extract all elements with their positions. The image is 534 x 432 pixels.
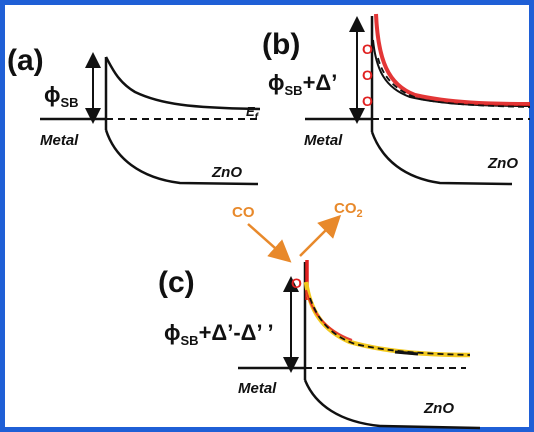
co-in-arrow [247, 223, 292, 263]
panel-a-valence-band [104, 129, 259, 186]
panel-a-ef-label: Ef [246, 104, 260, 123]
panel-b-oxygen-2: O [362, 67, 373, 83]
panel-c-dashed-band [309, 297, 471, 356]
panel-b-oxygen-1: O [362, 41, 373, 57]
panel-a-conduction-band [104, 56, 261, 111]
panel-c-valence-band [303, 379, 481, 430]
gas-reaction: CO CO2 [232, 200, 363, 263]
panel-a-metal-label: Metal [40, 132, 79, 149]
panel-c-phi: ϕSB+Δ’-Δ’ ’ [164, 320, 274, 348]
co2-out-arrow [299, 214, 342, 257]
panel-b-zno-label: ZnO [487, 155, 518, 172]
panel-b-raised-band [374, 13, 531, 106]
co-label: CO [232, 204, 255, 221]
panel-b: (b) ϕSB+Δ’ O O O Metal ZnO [262, 13, 531, 186]
panel-b-oxygen-3: O [362, 93, 373, 109]
panel-c-band-tick [394, 350, 419, 356]
panel-a: (a) ϕSB Ef Metal ZnO [7, 44, 262, 186]
panel-c-oxygen-1: O [291, 275, 302, 291]
panel-c-red-band [305, 289, 353, 341]
panel-b-dashed-band [377, 57, 531, 108]
panel-c-zno-label: ZnO [423, 400, 454, 417]
panel-b-phi: ϕSB+Δ’ [268, 70, 337, 98]
panel-c-label: (c) [158, 266, 195, 299]
panel-c: (c) ϕSB+Δ’-Δ’ ’ O Metal ZnO [158, 260, 481, 430]
panel-a-zno-label: ZnO [211, 164, 242, 181]
panel-c-metal-label: Metal [238, 380, 277, 397]
panel-a-label: (a) [7, 44, 44, 77]
panel-b-original-band [372, 39, 531, 107]
panel-a-phi: ϕSB [44, 82, 79, 110]
panel-b-label: (b) [262, 28, 300, 61]
co2-label: CO2 [334, 200, 363, 220]
panel-b-metal-label: Metal [304, 132, 343, 149]
panel-c-yellow-band [303, 281, 471, 358]
panel-b-valence-band [370, 131, 513, 186]
